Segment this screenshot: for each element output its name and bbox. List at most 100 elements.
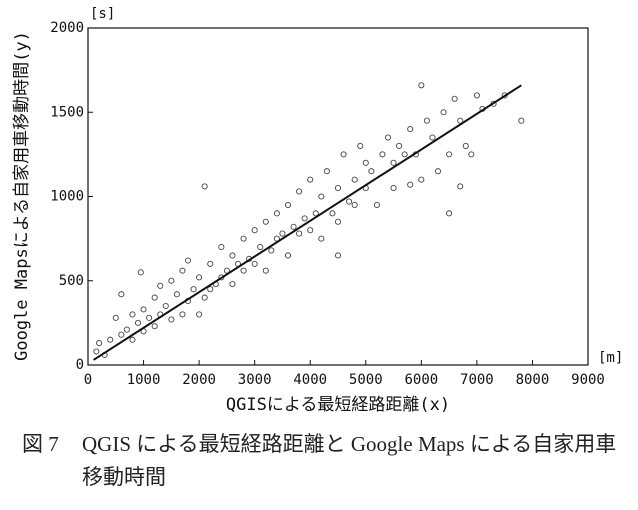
point (190, 286, 197, 293)
point (207, 286, 214, 293)
point (137, 269, 144, 276)
point (257, 243, 264, 251)
point (390, 185, 397, 192)
y-tick-label: 1000 (50, 189, 84, 205)
point (346, 198, 353, 205)
y-tick-label: 2000 (50, 20, 84, 36)
point (318, 235, 325, 242)
point (468, 151, 475, 158)
x-tick-label: 4000 (293, 372, 327, 388)
point (129, 336, 136, 343)
point (262, 218, 269, 225)
point (351, 201, 358, 208)
caption: 図 7 QGIS による最短経路距離と Google Maps による自家用車移… (22, 428, 622, 494)
point (407, 181, 414, 188)
x-tick-label: 6000 (404, 372, 438, 388)
x-tick-label: 2000 (182, 372, 216, 388)
point (218, 243, 225, 251)
point (168, 277, 175, 284)
x-tick-label: 1000 (127, 372, 161, 388)
caption-text: QGIS による最短経路距離と Google Maps による自家用車移動時間 (82, 432, 617, 489)
point (440, 109, 447, 116)
point (418, 176, 425, 183)
point (107, 336, 114, 343)
point (240, 235, 247, 242)
point (96, 340, 103, 347)
point (268, 247, 275, 254)
point (201, 294, 208, 301)
point (251, 260, 258, 267)
point (240, 267, 247, 274)
point (140, 306, 147, 313)
point (462, 142, 469, 149)
x-tick-label: 5000 (349, 372, 383, 388)
caption-label: 図 7 (22, 432, 59, 456)
point (134, 319, 142, 326)
point (357, 142, 364, 149)
point (301, 215, 308, 222)
x-axis-label: QGISによる最短経路距離(x) (226, 395, 450, 415)
point (334, 185, 342, 192)
point (273, 210, 280, 217)
point (290, 223, 297, 230)
x-tick-label: 8000 (516, 372, 550, 388)
point (334, 252, 342, 259)
point (162, 302, 169, 310)
point (368, 168, 375, 175)
y-axis-label: Google Mapsによる自家用車移動時間(y) (12, 31, 32, 361)
point (157, 282, 164, 289)
point (340, 151, 347, 158)
point (323, 168, 330, 175)
point (362, 159, 369, 166)
point (168, 316, 175, 323)
x-tick-label: 3000 (238, 372, 272, 388)
point (118, 291, 125, 298)
point (473, 92, 480, 99)
point (179, 311, 186, 318)
point (284, 252, 292, 259)
point (201, 183, 208, 190)
point (296, 230, 303, 237)
x-tick-label: 7000 (460, 372, 494, 388)
point (196, 311, 203, 318)
point (457, 183, 464, 190)
point (207, 260, 214, 267)
point (229, 281, 236, 288)
point (312, 210, 319, 217)
point (112, 314, 119, 321)
point (334, 218, 342, 225)
point (196, 274, 203, 281)
point (401, 151, 408, 158)
y-tick-label: 0 (76, 357, 84, 373)
point (296, 188, 303, 195)
point (407, 126, 414, 133)
point (446, 151, 453, 158)
point (351, 176, 358, 183)
point (418, 82, 425, 89)
point (184, 257, 192, 264)
point (307, 176, 314, 183)
x-unit: [m] (598, 350, 623, 366)
point (129, 311, 136, 318)
x-tick-label: 9000 (571, 372, 605, 388)
point (384, 134, 392, 141)
point (318, 193, 325, 200)
point (179, 267, 186, 274)
point (251, 227, 258, 234)
point (262, 267, 269, 274)
chart: [s] [m] QGISによる最短経路距離(x) Google Mapsによる自… (12, 6, 623, 415)
point (123, 326, 130, 333)
point (146, 314, 153, 321)
y-unit: [s] (90, 6, 115, 22)
y-tick-label: 500 (59, 273, 84, 289)
y-tick-label: 1500 (50, 104, 84, 120)
point (390, 159, 397, 166)
x-tick-label: 0 (84, 372, 92, 388)
point (93, 348, 100, 355)
point (229, 252, 236, 259)
point (429, 134, 436, 141)
point (518, 117, 525, 124)
point (396, 142, 403, 149)
point (457, 117, 464, 124)
